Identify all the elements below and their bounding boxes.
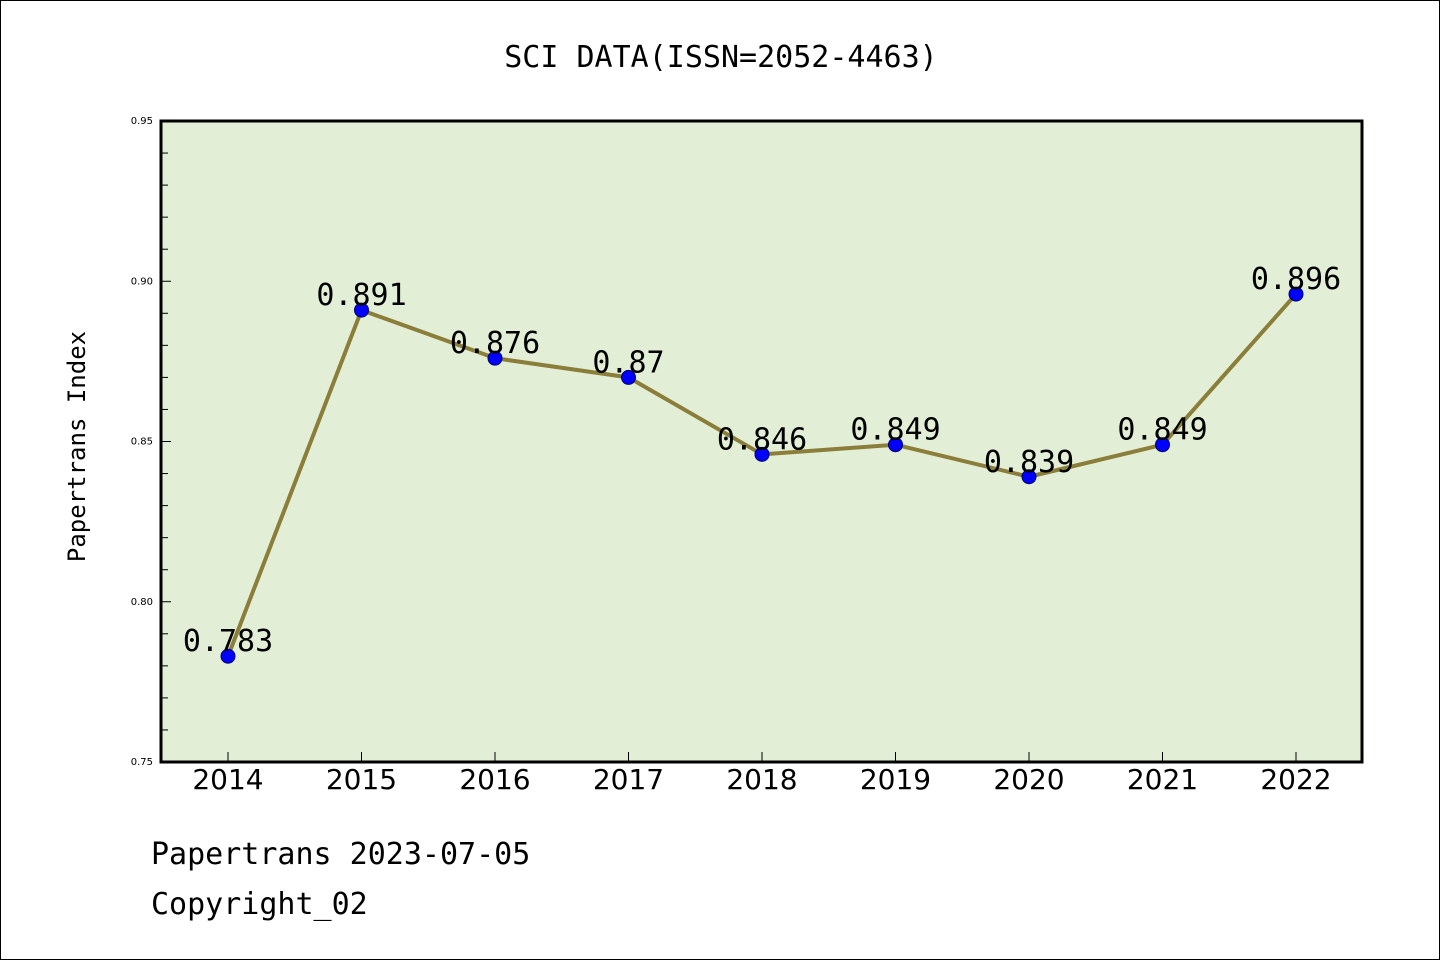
data-point <box>888 437 903 453</box>
x-tick-label: 2016 <box>459 763 530 796</box>
data-label: 0.849 <box>850 413 940 448</box>
footer-copyright: Copyright_02 <box>151 887 368 922</box>
data-point <box>621 369 636 385</box>
x-tick-label: 2020 <box>993 763 1064 796</box>
data-point <box>1021 469 1037 485</box>
y-tick-label: 0.75 <box>131 757 153 768</box>
data-point <box>354 302 369 318</box>
data-point <box>1288 286 1304 302</box>
y-tick-label: 0.95 <box>131 116 153 127</box>
data-label: 0.876 <box>450 326 540 361</box>
data-label: 0.839 <box>984 445 1074 480</box>
data-points <box>220 286 1304 664</box>
data-label: 0.783 <box>183 624 273 659</box>
y-tick-label: 0.80 <box>131 597 153 608</box>
x-tick-label: 2015 <box>326 763 397 796</box>
x-tick-label: 2021 <box>1127 763 1198 796</box>
x-axis-ticks: 2014 2015 2016 2017 2018 2019 2020 2021 2022 <box>192 752 1332 796</box>
data-point <box>487 350 503 366</box>
data-labels: 0.783 0.891 0.876 0.87 0.846 0.849 0.839 0.849 0… <box>183 262 1341 659</box>
data-label: 0.87 <box>592 345 664 380</box>
data-point <box>754 446 770 462</box>
y-tick-label: 0.90 <box>131 276 153 287</box>
chart-title: SCI DATA(ISSN=2052-4463) <box>504 40 937 75</box>
data-label: 0.896 <box>1251 262 1341 297</box>
footer-date: Papertrans 2023-07-05 <box>151 837 531 872</box>
data-label: 0.846 <box>717 422 807 457</box>
data-label: 0.891 <box>316 278 406 313</box>
data-point <box>1155 437 1170 453</box>
x-tick-label: 2017 <box>593 763 664 796</box>
data-point <box>220 648 236 664</box>
data-label: 0.849 <box>1117 413 1207 448</box>
x-tick-label: 2019 <box>860 763 931 796</box>
y-axis-label: Papertrans Index <box>63 331 91 562</box>
x-tick-label: 2022 <box>1260 763 1331 796</box>
x-tick-label: 2018 <box>726 763 797 796</box>
y-tick-label: 0.85 <box>131 437 153 448</box>
x-tick-label: 2014 <box>192 763 263 796</box>
y-axis-ticks: 0.95 0.90 0.85 0.80 0.75 <box>131 116 171 768</box>
